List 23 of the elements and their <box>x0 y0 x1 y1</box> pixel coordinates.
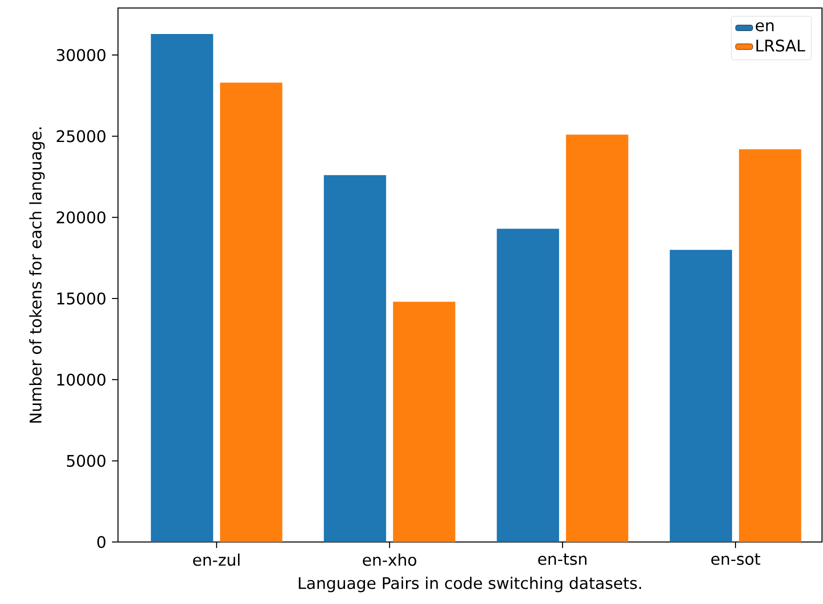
bar <box>670 250 732 542</box>
y-tick-label: 10000 <box>57 374 106 386</box>
x-tick-label: en-zul <box>193 554 240 566</box>
x-tick-label: en-xho <box>362 554 416 566</box>
y-tick-label: 20000 <box>56 211 106 224</box>
x-axis-title: Language Pairs in code switching datasets. <box>298 576 642 592</box>
bar <box>324 175 386 542</box>
y-tick-label: 5000 <box>66 454 106 467</box>
y-tick-label: 30000 <box>56 49 106 62</box>
bar <box>393 302 456 542</box>
legend-label: en <box>756 22 774 32</box>
legend-label: LRSAL <box>756 40 806 52</box>
y-tick-label: 0 <box>97 536 106 548</box>
x-tick-label: en-sot <box>711 554 760 565</box>
bar <box>150 34 214 542</box>
bar <box>566 134 628 542</box>
y-tick-label: 15000 <box>57 292 106 305</box>
bar <box>496 228 560 542</box>
y-tick-label: 25000 <box>56 130 106 142</box>
bar <box>220 82 282 542</box>
bar <box>738 149 802 542</box>
y-axis-title: Number of tokens for each language. <box>29 128 45 423</box>
x-tick-label: en-tsn <box>538 554 586 565</box>
